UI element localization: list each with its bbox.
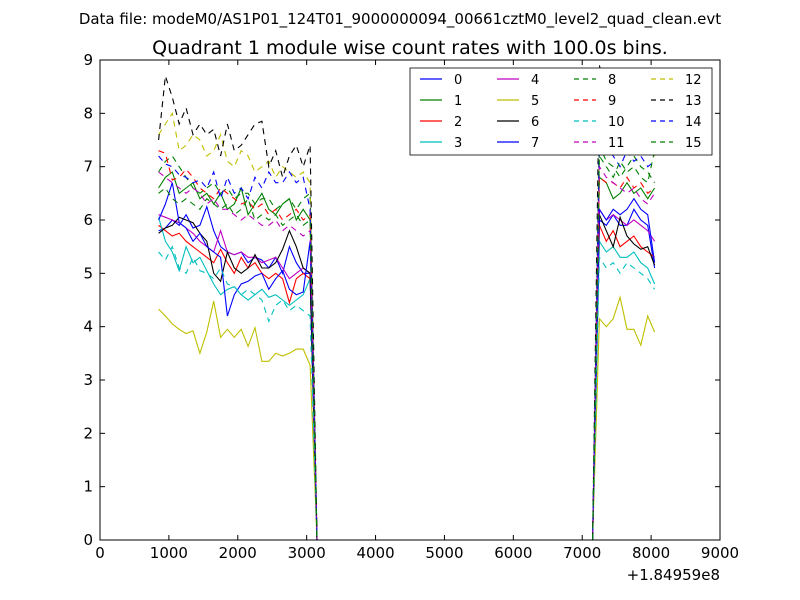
axes-frame: [99, 59, 721, 541]
legend-label-9: 9: [608, 94, 616, 109]
series-13-line: [158, 65, 656, 541]
legend-label-5: 5: [531, 94, 539, 109]
y-tick-label: 5: [83, 264, 93, 282]
legend-label-6: 6: [531, 115, 539, 130]
legend-label-2: 2: [454, 115, 462, 130]
y-tick-label: 1: [83, 478, 93, 496]
x-tick-label: 8000: [632, 544, 670, 562]
x-tick-label: 4000: [356, 544, 394, 562]
legend-label-11: 11: [608, 136, 625, 151]
plot-area: [99, 59, 721, 541]
x-tick-label: 5000: [425, 544, 463, 562]
x-tick-label: 3000: [288, 544, 326, 562]
x-tick-label: 2000: [219, 544, 257, 562]
figure-suptitle: Data file: modeM0/AS1P01_124T01_90000000…: [79, 10, 721, 29]
legend-label-0: 0: [454, 73, 462, 88]
legend-label-13: 13: [685, 94, 702, 109]
x-tick-label: 7000: [563, 544, 601, 562]
y-tick-label: 3: [83, 371, 93, 389]
legend-label-12: 12: [685, 73, 702, 88]
legend-label-10: 10: [608, 115, 625, 130]
y-tick-label: 0: [83, 531, 93, 549]
x-tick-label: 9000: [701, 544, 739, 562]
legend-label-4: 4: [531, 73, 539, 88]
y-tick-label: 9: [83, 51, 93, 69]
series-9-line: [158, 150, 655, 541]
legend-label-15: 15: [685, 136, 702, 151]
y-tick-label: 4: [83, 318, 93, 336]
y-tick-label: 7: [83, 158, 93, 176]
legend-label-8: 8: [608, 73, 616, 88]
chart-title: Quadrant 1 module wise count rates with …: [152, 37, 668, 59]
x-tick-label: 6000: [494, 544, 532, 562]
y-tick-label: 6: [83, 211, 93, 229]
legend-label-7: 7: [531, 136, 539, 151]
x-tick-label: 1000: [150, 544, 188, 562]
legend-label-14: 14: [685, 115, 702, 130]
y-tick-label: 2: [83, 424, 93, 442]
y-tick-label: 8: [83, 104, 93, 122]
legend-label-1: 1: [454, 94, 462, 109]
legend-label-3: 3: [454, 136, 462, 151]
legend-box: [409, 67, 713, 156]
x-tick-label: 0: [95, 544, 105, 562]
x-offset-label: +1.84959e8: [627, 566, 720, 584]
x-axis: 0 1000 2000 3000 4000 5000 6000 7000 8000 9000: [95, 60, 739, 562]
